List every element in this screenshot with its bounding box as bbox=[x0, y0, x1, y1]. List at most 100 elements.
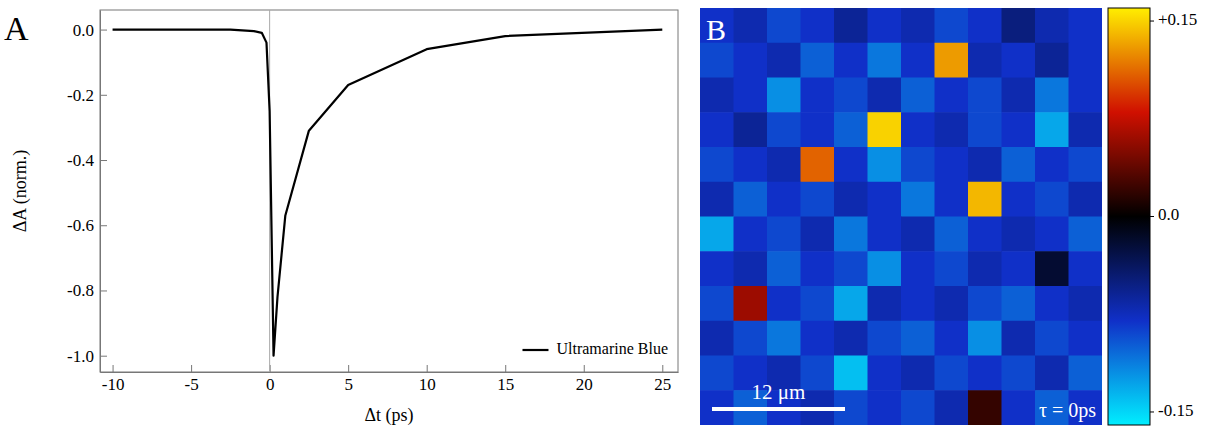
colorbar-tick-label: -0.15 bbox=[1158, 401, 1193, 420]
y-axis: 0.0-0.2-0.4-0.6-0.8-1.0 bbox=[67, 11, 107, 373]
heatmap-cell bbox=[868, 8, 902, 43]
heatmap-cell bbox=[801, 43, 835, 78]
heatmap-cell bbox=[1002, 43, 1036, 78]
heatmap-cell bbox=[935, 390, 969, 425]
heatmap-cell bbox=[767, 8, 801, 43]
heatmap-cell bbox=[935, 8, 969, 43]
heatmap-cell bbox=[901, 217, 935, 252]
heatmap-cell bbox=[968, 321, 1002, 356]
heatmap-cell bbox=[901, 390, 935, 425]
heatmap-cell bbox=[700, 43, 734, 78]
heatmap-cell bbox=[834, 182, 868, 217]
legend-swatch bbox=[522, 349, 548, 351]
heatmap-cell bbox=[700, 356, 734, 391]
plot-frame bbox=[100, 10, 678, 372]
heatmap-cell bbox=[1069, 286, 1103, 321]
heatmap-cell bbox=[767, 182, 801, 217]
heatmap-cell bbox=[834, 356, 868, 391]
tick-label: -0.8 bbox=[67, 281, 94, 300]
heatmap-cell bbox=[868, 390, 902, 425]
colorbar: +0.150.0-0.15 bbox=[1108, 8, 1197, 425]
tick-label: -1.0 bbox=[67, 347, 94, 366]
heatmap-cell bbox=[1069, 78, 1103, 113]
heatmap-cell bbox=[1002, 78, 1036, 113]
heatmap-cell bbox=[1002, 112, 1036, 147]
heatmap-cell bbox=[834, 43, 868, 78]
tick-label: -0.6 bbox=[67, 216, 94, 235]
heatmap-cells bbox=[700, 8, 1102, 425]
heatmap-cell bbox=[901, 356, 935, 391]
tick: -0.6 bbox=[67, 216, 107, 235]
tick-mark bbox=[662, 365, 663, 372]
heatmap-cell bbox=[1035, 43, 1069, 78]
tick: -1.0 bbox=[67, 347, 107, 366]
heatmap-cell bbox=[801, 112, 835, 147]
plot-marks bbox=[113, 30, 663, 356]
panel-label: B bbox=[706, 13, 726, 46]
tick-label: -0.2 bbox=[67, 86, 94, 105]
heatmap-cell bbox=[968, 112, 1002, 147]
heatmap-cell bbox=[767, 321, 801, 356]
heatmap-cell bbox=[868, 147, 902, 182]
heatmap-cell bbox=[968, 43, 1002, 78]
heatmap-cell bbox=[834, 78, 868, 113]
tick: 5 bbox=[344, 365, 353, 394]
heatmap-cell bbox=[1035, 112, 1069, 147]
heatmap-cell bbox=[767, 112, 801, 147]
heatmap-cell bbox=[700, 217, 734, 252]
heatmap-cell bbox=[767, 217, 801, 252]
tick-label: 5 bbox=[344, 375, 353, 394]
heatmap-cell bbox=[935, 286, 969, 321]
tick: 0.0 bbox=[73, 21, 107, 40]
legend-label: Ultramarine Blue bbox=[556, 340, 668, 357]
heatmap-cell bbox=[1069, 182, 1103, 217]
heatmap-cell bbox=[868, 43, 902, 78]
heatmap-cell bbox=[834, 217, 868, 252]
tick-mark bbox=[100, 30, 107, 31]
heatmap-cell bbox=[935, 182, 969, 217]
axis-line bbox=[101, 372, 679, 373]
heatmap-cell bbox=[1069, 356, 1103, 391]
tick-mark bbox=[100, 356, 107, 357]
tick-label: 25 bbox=[654, 375, 671, 394]
heatmap-cell bbox=[901, 286, 935, 321]
heatmap-cell bbox=[868, 251, 902, 286]
heatmap-cell bbox=[968, 356, 1002, 391]
heatmap-cell bbox=[868, 112, 902, 147]
heatmap-cell bbox=[1002, 356, 1036, 391]
heatmap-cell bbox=[801, 8, 835, 43]
scale-bar-label: 12 μm bbox=[752, 380, 806, 404]
heatmap-cell bbox=[801, 147, 835, 182]
heatmap-cell bbox=[801, 321, 835, 356]
heatmap-cell bbox=[734, 43, 768, 78]
data-line bbox=[113, 30, 663, 356]
heatmap-cell bbox=[935, 356, 969, 391]
tick: 25 bbox=[654, 365, 671, 394]
tick-mark bbox=[505, 365, 506, 372]
heatmap-cell bbox=[1002, 390, 1036, 425]
colorbar-tick bbox=[1150, 411, 1154, 412]
heatmap-cell bbox=[901, 251, 935, 286]
colorbar-tick-label: 0.0 bbox=[1158, 205, 1179, 224]
heatmap-cell bbox=[700, 286, 734, 321]
heatmap-cell bbox=[801, 78, 835, 113]
heatmap-cell bbox=[1069, 217, 1103, 252]
heatmap-cell bbox=[834, 8, 868, 43]
heatmap-cell bbox=[734, 251, 768, 286]
tick-mark bbox=[100, 95, 107, 96]
heatmap-cell bbox=[734, 217, 768, 252]
heatmap-cell bbox=[968, 78, 1002, 113]
heatmap-cell bbox=[1002, 8, 1036, 43]
heatmap-cell bbox=[968, 182, 1002, 217]
heatmap-cell bbox=[700, 251, 734, 286]
heatmap-cell bbox=[1035, 321, 1069, 356]
heatmap-cell bbox=[734, 147, 768, 182]
axis-line bbox=[100, 11, 101, 373]
figure-svg: -10-505101520250.0-0.2-0.4-0.6-0.8-1.0Δt… bbox=[0, 0, 1224, 433]
heatmap-cell bbox=[700, 112, 734, 147]
heatmap-cell bbox=[734, 112, 768, 147]
heatmap-cell bbox=[935, 43, 969, 78]
heatmap-cell bbox=[834, 286, 868, 321]
heatmap-cell bbox=[868, 356, 902, 391]
panel-label: A bbox=[4, 10, 29, 47]
